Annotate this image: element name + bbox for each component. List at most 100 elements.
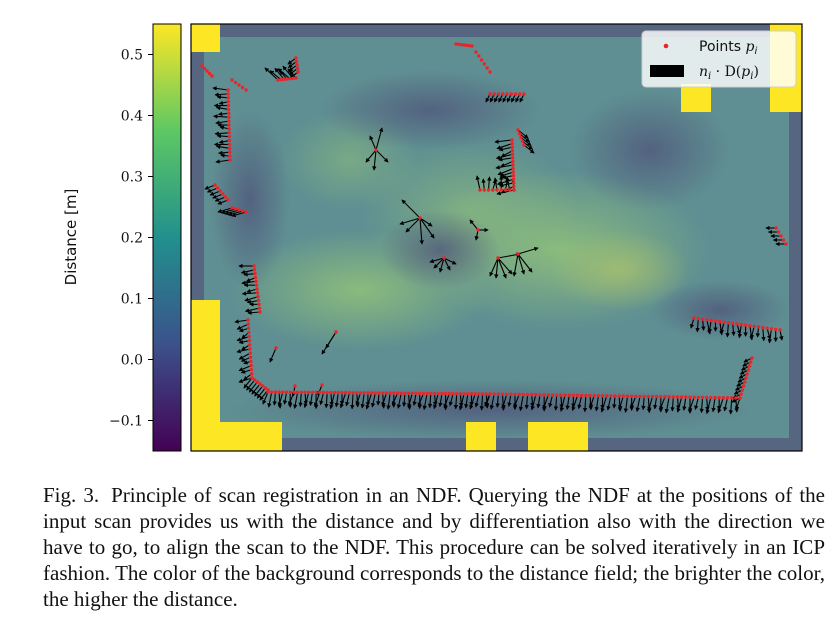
scan-point — [718, 319, 722, 324]
normal-arrow — [497, 257, 513, 275]
scan-point — [442, 256, 446, 260]
scan-point — [351, 391, 355, 395]
normal-arrow — [429, 257, 445, 264]
normal-arrow — [606, 395, 612, 411]
scan-point — [774, 327, 778, 332]
normal-arrow — [246, 288, 258, 294]
scan-point — [202, 66, 207, 71]
normal-arrow — [519, 133, 531, 143]
scan-point — [510, 141, 514, 146]
normal-arrow — [241, 291, 258, 296]
normal-arrow — [407, 393, 413, 409]
normal-arrow — [248, 381, 258, 393]
scan-point — [671, 395, 676, 399]
normal-arrow — [453, 393, 459, 410]
scan-point — [518, 92, 522, 96]
scan-point — [249, 363, 253, 368]
normal-arrow — [542, 394, 549, 410]
scan-point — [230, 78, 234, 82]
normal-arrow — [469, 219, 479, 231]
scan-point — [510, 149, 515, 153]
scan-point — [563, 393, 567, 397]
scan-point — [256, 294, 260, 299]
normal-arrow — [676, 396, 681, 410]
normal-arrow — [458, 393, 465, 411]
scan-point — [511, 170, 515, 174]
scan-point — [496, 256, 500, 260]
scan-point — [421, 391, 426, 396]
scan-point — [336, 390, 340, 395]
normal-arrow — [212, 86, 229, 91]
scan-point — [227, 142, 232, 147]
scan-point — [395, 391, 400, 395]
scan-point — [296, 70, 300, 74]
normal-arrow — [254, 385, 264, 397]
scan-point — [440, 391, 444, 396]
scan-point — [692, 395, 696, 399]
scan-point — [781, 238, 786, 242]
scan-point — [529, 392, 534, 397]
scan-point — [432, 391, 437, 396]
normal-arrow — [215, 105, 229, 111]
normal-arrow — [475, 175, 481, 191]
normal-arrow — [493, 177, 498, 191]
normal-arrow — [234, 319, 249, 324]
scan-point — [294, 59, 299, 64]
normal-arrow — [517, 253, 533, 273]
normal-arrow — [676, 396, 683, 413]
colorbar-tick-label: 0.2 — [121, 231, 143, 247]
normal-arrow — [419, 217, 433, 227]
scan-point — [227, 119, 231, 123]
normal-arrow — [719, 322, 725, 334]
scan-point — [226, 107, 231, 112]
normal-arrow — [647, 396, 654, 412]
normal-arrow — [401, 393, 407, 407]
colorbar-gradient — [152, 23, 182, 452]
normal-arrow — [498, 146, 513, 152]
normal-arrow — [495, 394, 500, 408]
colorbar: 0.5 0.4 0.3 0.2 0.1 0.0 −0.1 Distance [m] — [62, 23, 182, 452]
scan-point — [462, 392, 466, 396]
scan-point — [456, 42, 461, 47]
normal-arrow — [360, 392, 365, 409]
normal-arrow — [659, 396, 666, 411]
scan-point — [470, 44, 474, 48]
scan-point — [340, 390, 344, 395]
normal-arrow — [761, 327, 766, 342]
scan-point — [554, 393, 559, 397]
scan-point — [522, 143, 526, 147]
normal-arrow — [269, 347, 277, 363]
normal-arrow — [641, 396, 646, 411]
normal-arrow — [517, 246, 539, 255]
normal-arrow — [214, 131, 230, 136]
scan-point — [200, 64, 204, 68]
normal-arrow — [481, 178, 486, 191]
scan-point — [748, 324, 752, 328]
normal-arrow — [339, 392, 347, 409]
scan-point — [713, 319, 718, 323]
scan-point — [252, 264, 256, 268]
normal-arrow — [324, 392, 329, 409]
scan-point — [478, 188, 482, 192]
scan-point — [511, 177, 516, 181]
normal-arrow — [623, 396, 629, 413]
scan-point — [447, 391, 451, 396]
normal-arrow — [489, 257, 499, 277]
scan-point — [735, 322, 739, 326]
scan-point — [260, 384, 265, 388]
scan-point — [542, 393, 546, 397]
scan-point — [410, 391, 414, 395]
normal-arrow — [559, 395, 566, 412]
scan-point — [230, 206, 234, 210]
scan-point — [617, 394, 621, 398]
caption-text: Principle of scan registration in an NDF… — [43, 483, 825, 611]
colorbar-ticks: 0.5 0.4 0.3 0.2 0.1 0.0 −0.1 — [109, 48, 153, 430]
scan-point — [740, 388, 745, 392]
normal-arrow — [375, 127, 384, 151]
normal-arrow — [725, 322, 730, 338]
scan-point — [388, 391, 392, 395]
scan-point — [717, 395, 721, 400]
scan-point — [249, 368, 254, 372]
scan-point — [488, 92, 492, 96]
normal-arrow — [274, 67, 285, 80]
